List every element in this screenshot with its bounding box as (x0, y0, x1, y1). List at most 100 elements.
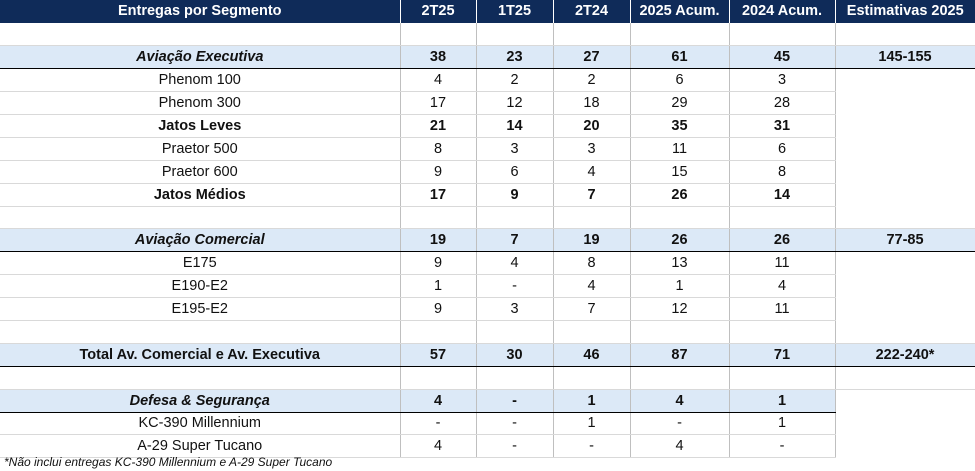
spacer-row (0, 22, 975, 47)
table-row: Phenom 100 4 2 2 6 3 (0, 68, 975, 93)
value-cell: - (729, 434, 836, 459)
estimate-cell: 145-155 (835, 45, 975, 70)
value-cell: 4 (476, 251, 554, 276)
value-cell: 11 (630, 137, 730, 161)
column-header: 2T25 (400, 0, 477, 23)
estimate-cell (835, 320, 975, 344)
value-cell: 29 (630, 91, 730, 115)
value-cell (729, 320, 836, 344)
table-row: E195-E2 9 3 7 12 11 (0, 297, 975, 321)
column-header: 2025 Acum. (630, 0, 730, 23)
value-cell: 9 (400, 297, 477, 321)
value-cell: 12 (630, 297, 730, 321)
value-cell: 11 (729, 297, 836, 321)
estimate-cell (835, 91, 975, 115)
segment-row: Aviação Comercial 19 7 19 26 26 77-85 (0, 228, 975, 253)
spacer-row (0, 206, 975, 230)
value-cell (400, 22, 477, 47)
value-cell (630, 366, 730, 390)
subtotal-row: Jatos Médios 17 9 7 26 14 (0, 183, 975, 207)
estimate-cell (835, 251, 975, 275)
value-cell: 4 (553, 160, 631, 184)
value-cell: 18 (553, 91, 631, 115)
row-label: Phenom 100 (0, 68, 401, 93)
estimate-cell (835, 68, 975, 92)
value-cell: 17 (400, 91, 477, 115)
estimate-cell (835, 297, 975, 321)
value-cell: 11 (729, 251, 836, 276)
row-label: Phenom 300 (0, 91, 401, 115)
value-cell (553, 366, 631, 390)
value-cell: 14 (729, 183, 836, 207)
value-cell: 1 (553, 412, 631, 436)
value-cell: 19 (553, 228, 631, 253)
row-label: E195-E2 (0, 297, 401, 321)
value-cell: 9 (476, 183, 554, 207)
row-label: Jatos Médios (0, 183, 401, 207)
value-cell: 3 (476, 137, 554, 161)
value-cell: 38 (400, 45, 477, 70)
row-label: E175 (0, 251, 401, 276)
table-row: Praetor 600 9 6 4 15 8 (0, 160, 975, 184)
value-cell: 57 (400, 342, 477, 367)
value-cell (729, 22, 836, 47)
value-cell: 13 (630, 251, 730, 276)
row-label: Defesa & Segurança (0, 388, 401, 413)
row-label: A-29 Super Tucano (0, 434, 401, 459)
value-cell: 61 (630, 45, 730, 70)
value-cell: - (476, 274, 554, 299)
value-cell (729, 366, 836, 390)
value-cell: 1 (729, 412, 836, 436)
value-cell: 87 (630, 342, 730, 367)
value-cell: 3 (729, 68, 836, 93)
row-label (0, 206, 401, 230)
value-cell: 1 (630, 274, 730, 299)
spacer-row (0, 320, 975, 344)
value-cell: 9 (400, 160, 477, 184)
column-header: 2024 Acum. (729, 0, 836, 23)
value-cell: 26 (630, 183, 730, 207)
value-cell: 30 (476, 342, 554, 367)
table-row: A-29 Super Tucano 4- -4- (0, 434, 975, 459)
value-cell: 19 (400, 228, 477, 253)
value-cell: 4 (630, 434, 730, 459)
estimate-cell (835, 274, 975, 298)
column-header: Estimativas 2025 (835, 0, 975, 23)
value-cell: 8 (400, 137, 477, 161)
value-cell: 4 (400, 434, 477, 459)
row-label: KC-390 Millennium (0, 412, 401, 436)
value-cell (630, 320, 730, 344)
row-label: Aviação Executiva (0, 45, 401, 70)
total-row: Total Av. Comercial e Av. Executiva 57 30 4… (0, 342, 975, 367)
value-cell: 4 (729, 274, 836, 299)
column-header: 2T24 (553, 0, 631, 23)
estimate-cell (835, 137, 975, 161)
value-cell (630, 22, 730, 47)
value-cell (553, 320, 631, 344)
value-cell: 4 (553, 274, 631, 299)
value-cell: 2 (553, 68, 631, 93)
value-cell: 26 (729, 228, 836, 253)
value-cell: - (476, 434, 554, 459)
value-cell: 7 (553, 183, 631, 207)
footnote: *Não inclui entregas KC-390 Millennium e… (4, 455, 333, 469)
value-cell: 27 (553, 45, 631, 70)
row-label: E190-E2 (0, 274, 401, 299)
value-cell: 20 (553, 114, 631, 138)
spacer-row (0, 366, 975, 390)
value-cell: 2 (476, 68, 554, 93)
row-label: Praetor 500 (0, 137, 401, 161)
value-cell (553, 206, 631, 230)
value-cell: 3 (476, 297, 554, 321)
value-cell: - (630, 412, 730, 436)
value-cell: 28 (729, 91, 836, 115)
row-label: Praetor 600 (0, 160, 401, 184)
value-cell: - (476, 388, 554, 413)
estimate-cell (835, 206, 975, 230)
value-cell: 8 (553, 251, 631, 276)
value-cell: 14 (476, 114, 554, 138)
estimate-cell (835, 434, 975, 458)
row-label (0, 320, 401, 344)
value-cell: 1 (553, 388, 631, 413)
value-cell: 7 (476, 228, 554, 253)
